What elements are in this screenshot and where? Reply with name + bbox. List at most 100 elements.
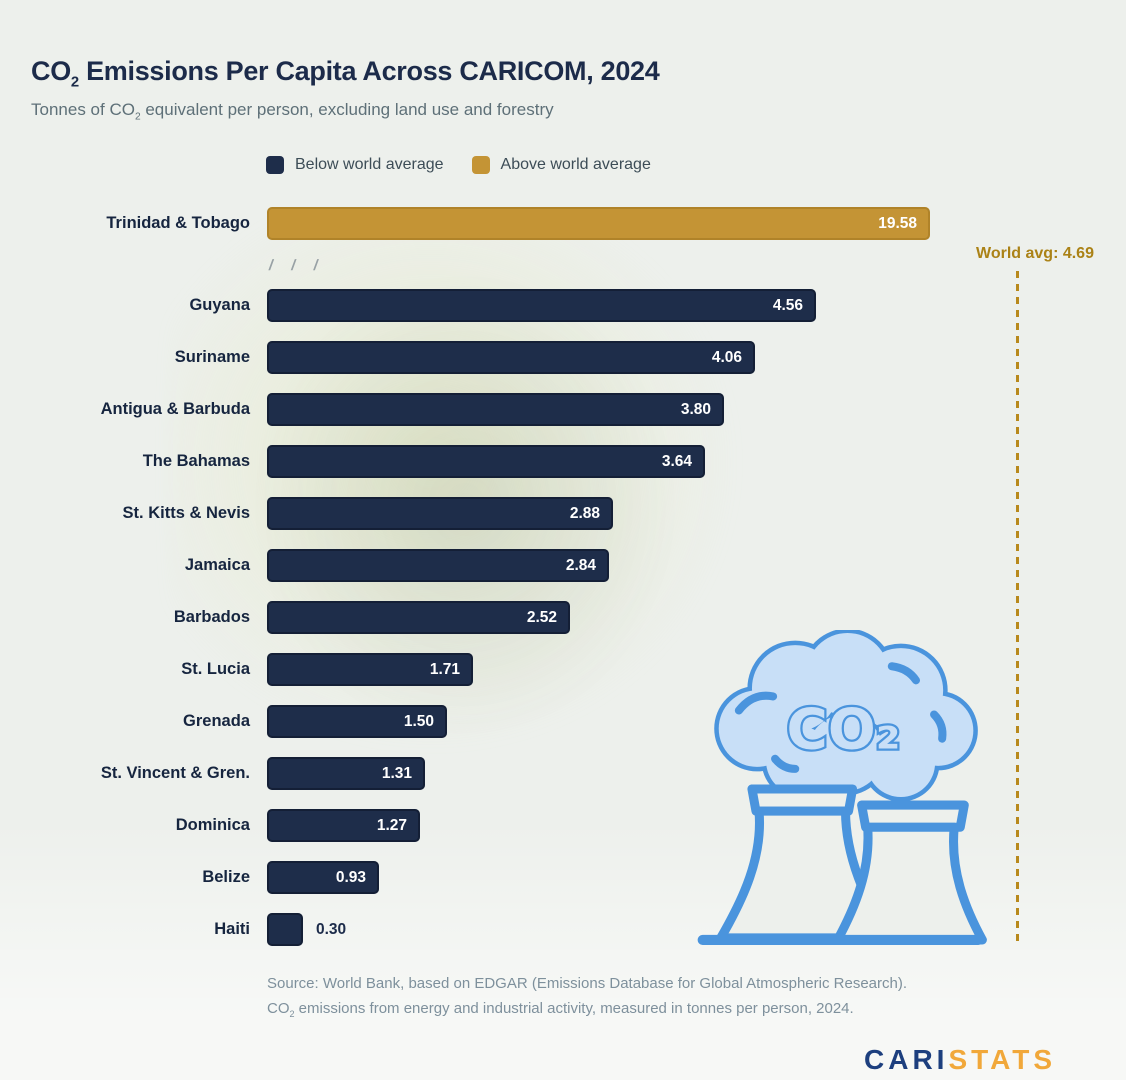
- bar-below-average: [267, 913, 303, 946]
- page-subtitle: Tonnes of CO2 equivalent per person, exc…: [31, 100, 554, 122]
- bar-track: 3.80: [267, 393, 724, 426]
- bar-value-label: 2.52: [526, 608, 557, 626]
- bar-below-average: 1.50: [267, 705, 447, 738]
- source-line1: Source: World Bank, based on EDGAR (Emis…: [267, 975, 908, 992]
- country-label: Suriname: [174, 348, 250, 366]
- bar-track: 1.27: [267, 809, 420, 842]
- subtitle-subscript: 2: [134, 111, 141, 123]
- title-co: CO: [31, 56, 71, 86]
- legend-swatch-above-icon: [471, 156, 490, 174]
- chart-row: Suriname 4.06: [0, 341, 1126, 374]
- bar-below-average: 4.06: [267, 341, 755, 374]
- source-line2: CO2 emissions from energy and industrial…: [267, 996, 907, 1027]
- bar-below-average: 0.93: [267, 861, 379, 894]
- bar-above-average: 19.58: [267, 207, 930, 240]
- country-label: Guyana: [189, 296, 250, 314]
- chart-row: Guyana 4.56: [0, 289, 1126, 322]
- country-label: The Bahamas: [142, 452, 250, 470]
- legend: Below world average Above world average: [266, 156, 651, 174]
- bar-value-label: 0.93: [335, 868, 366, 886]
- bar-track: 2.52: [267, 601, 570, 634]
- country-label: Trinidad & Tobago: [106, 214, 250, 232]
- caristats-logo: CARISTATS: [864, 1044, 1056, 1076]
- legend-label-above: Above world average: [500, 156, 651, 173]
- cloud-detail-arcs: [734, 662, 947, 773]
- chart-row: Jamaica 2.84: [0, 549, 1126, 582]
- country-label: Haiti: [214, 920, 250, 938]
- bar-value-label: 1.50: [403, 712, 434, 730]
- bar-below-average: 2.84: [267, 549, 609, 582]
- subtitle-rest: equivalent per person, excluding land us…: [140, 100, 554, 119]
- bar-below-average: 1.71: [267, 653, 473, 686]
- country-label: St. Kitts & Nevis: [122, 504, 250, 522]
- country-label: St. Lucia: [181, 660, 250, 678]
- title-rest: Emissions Per Capita Across CARICOM, 202…: [78, 56, 660, 86]
- chart-row: St. Kitts & Nevis 2.88: [0, 497, 1126, 530]
- title-subscript: 2: [70, 74, 79, 91]
- bar-track: 2.84: [267, 549, 609, 582]
- co2-cloud-text: CO₂: [787, 698, 901, 763]
- bar-below-average: 1.27: [267, 809, 420, 842]
- bar-track: 1.50: [267, 705, 447, 738]
- bar-track: 4.56: [267, 289, 816, 322]
- legend-swatch-below-icon: [266, 156, 284, 174]
- subtitle-co: Tonnes of CO: [31, 100, 135, 119]
- bar-value-label: 4.56: [772, 296, 803, 314]
- bar-below-average: 2.52: [267, 601, 570, 634]
- bar-track: 19.58: [267, 207, 930, 240]
- co2-cooling-towers-icon: CO₂: [697, 630, 987, 945]
- country-label: Grenada: [183, 712, 250, 730]
- chart-row: The Bahamas 3.64: [0, 445, 1126, 478]
- chart-row: Grenada 1.50: [0, 705, 1126, 738]
- chart-row: Barbados 2.52: [0, 601, 1126, 634]
- country-label: Antigua & Barbuda: [100, 400, 250, 418]
- bar-value-label: 2.84: [565, 556, 596, 574]
- bar-track: 0.30: [267, 913, 346, 946]
- bar-chart: Trinidad & Tobago 19.58/ / / Guyana 4.56 Sur…: [0, 207, 1126, 965]
- legend-item-below: Below world average: [266, 156, 444, 174]
- bar-track: 1.71: [267, 653, 473, 686]
- bar-below-average: 3.64: [267, 445, 705, 478]
- chart-row: Antigua & Barbuda 3.80: [0, 393, 1126, 426]
- bar-track: 4.06: [267, 341, 755, 374]
- source-line2-co: CO: [267, 1000, 290, 1017]
- chart-row: Belize 0.93: [0, 861, 1126, 894]
- bar-track: 0.93: [267, 861, 379, 894]
- country-label: Belize: [202, 868, 250, 886]
- chart-row: Dominica 1.27: [0, 809, 1126, 842]
- bar-below-average: 1.31: [267, 757, 425, 790]
- bar-value-label: 19.58: [878, 214, 917, 232]
- bar-value-label: 2.88: [569, 504, 600, 522]
- cooling-towers: [716, 784, 987, 945]
- world-avg-dashed-line: [1016, 271, 1019, 945]
- chart-row: St. Lucia 1.71: [0, 653, 1126, 686]
- bar-value-label: 1.71: [429, 660, 460, 678]
- country-label: Jamaica: [184, 556, 250, 574]
- bar-track: 2.88: [267, 497, 613, 530]
- bar-value-label: 1.31: [381, 764, 412, 782]
- bar-value-label: 4.06: [711, 348, 742, 366]
- chart-row: St. Vincent & Gren. 1.31: [0, 757, 1126, 790]
- bar-value-label: 3.64: [661, 452, 692, 470]
- chart-row: Haiti 0.30: [0, 913, 1126, 946]
- legend-item-above: Above world average: [471, 156, 651, 174]
- bar-track: 3.64: [267, 445, 705, 478]
- bar-below-average: 3.80: [267, 393, 724, 426]
- bar-value-label: 0.30: [316, 920, 347, 938]
- source-note: Source: World Bank, based on EDGAR (Emis…: [267, 971, 907, 1027]
- bar-below-average: 4.56: [267, 289, 816, 322]
- source-line2-rest: emissions from energy and industrial act…: [294, 1000, 854, 1017]
- country-label: Dominica: [175, 816, 250, 834]
- world-avg-label: World avg: 4.69: [976, 245, 1094, 262]
- bar-value-label: 3.80: [680, 400, 711, 418]
- bar-below-average: 2.88: [267, 497, 613, 530]
- legend-label-below: Below world average: [295, 156, 444, 173]
- bar-value-label: 1.27: [376, 816, 407, 834]
- logo-part-cari: CARI: [864, 1044, 949, 1075]
- country-label: Barbados: [173, 608, 250, 626]
- logo-part-stats: STATS: [948, 1044, 1057, 1075]
- page-title: CO2 Emissions Per Capita Across CARICOM,…: [31, 56, 660, 90]
- bar-track: 1.31: [267, 757, 425, 790]
- chart-row: Trinidad & Tobago 19.58: [0, 207, 1126, 240]
